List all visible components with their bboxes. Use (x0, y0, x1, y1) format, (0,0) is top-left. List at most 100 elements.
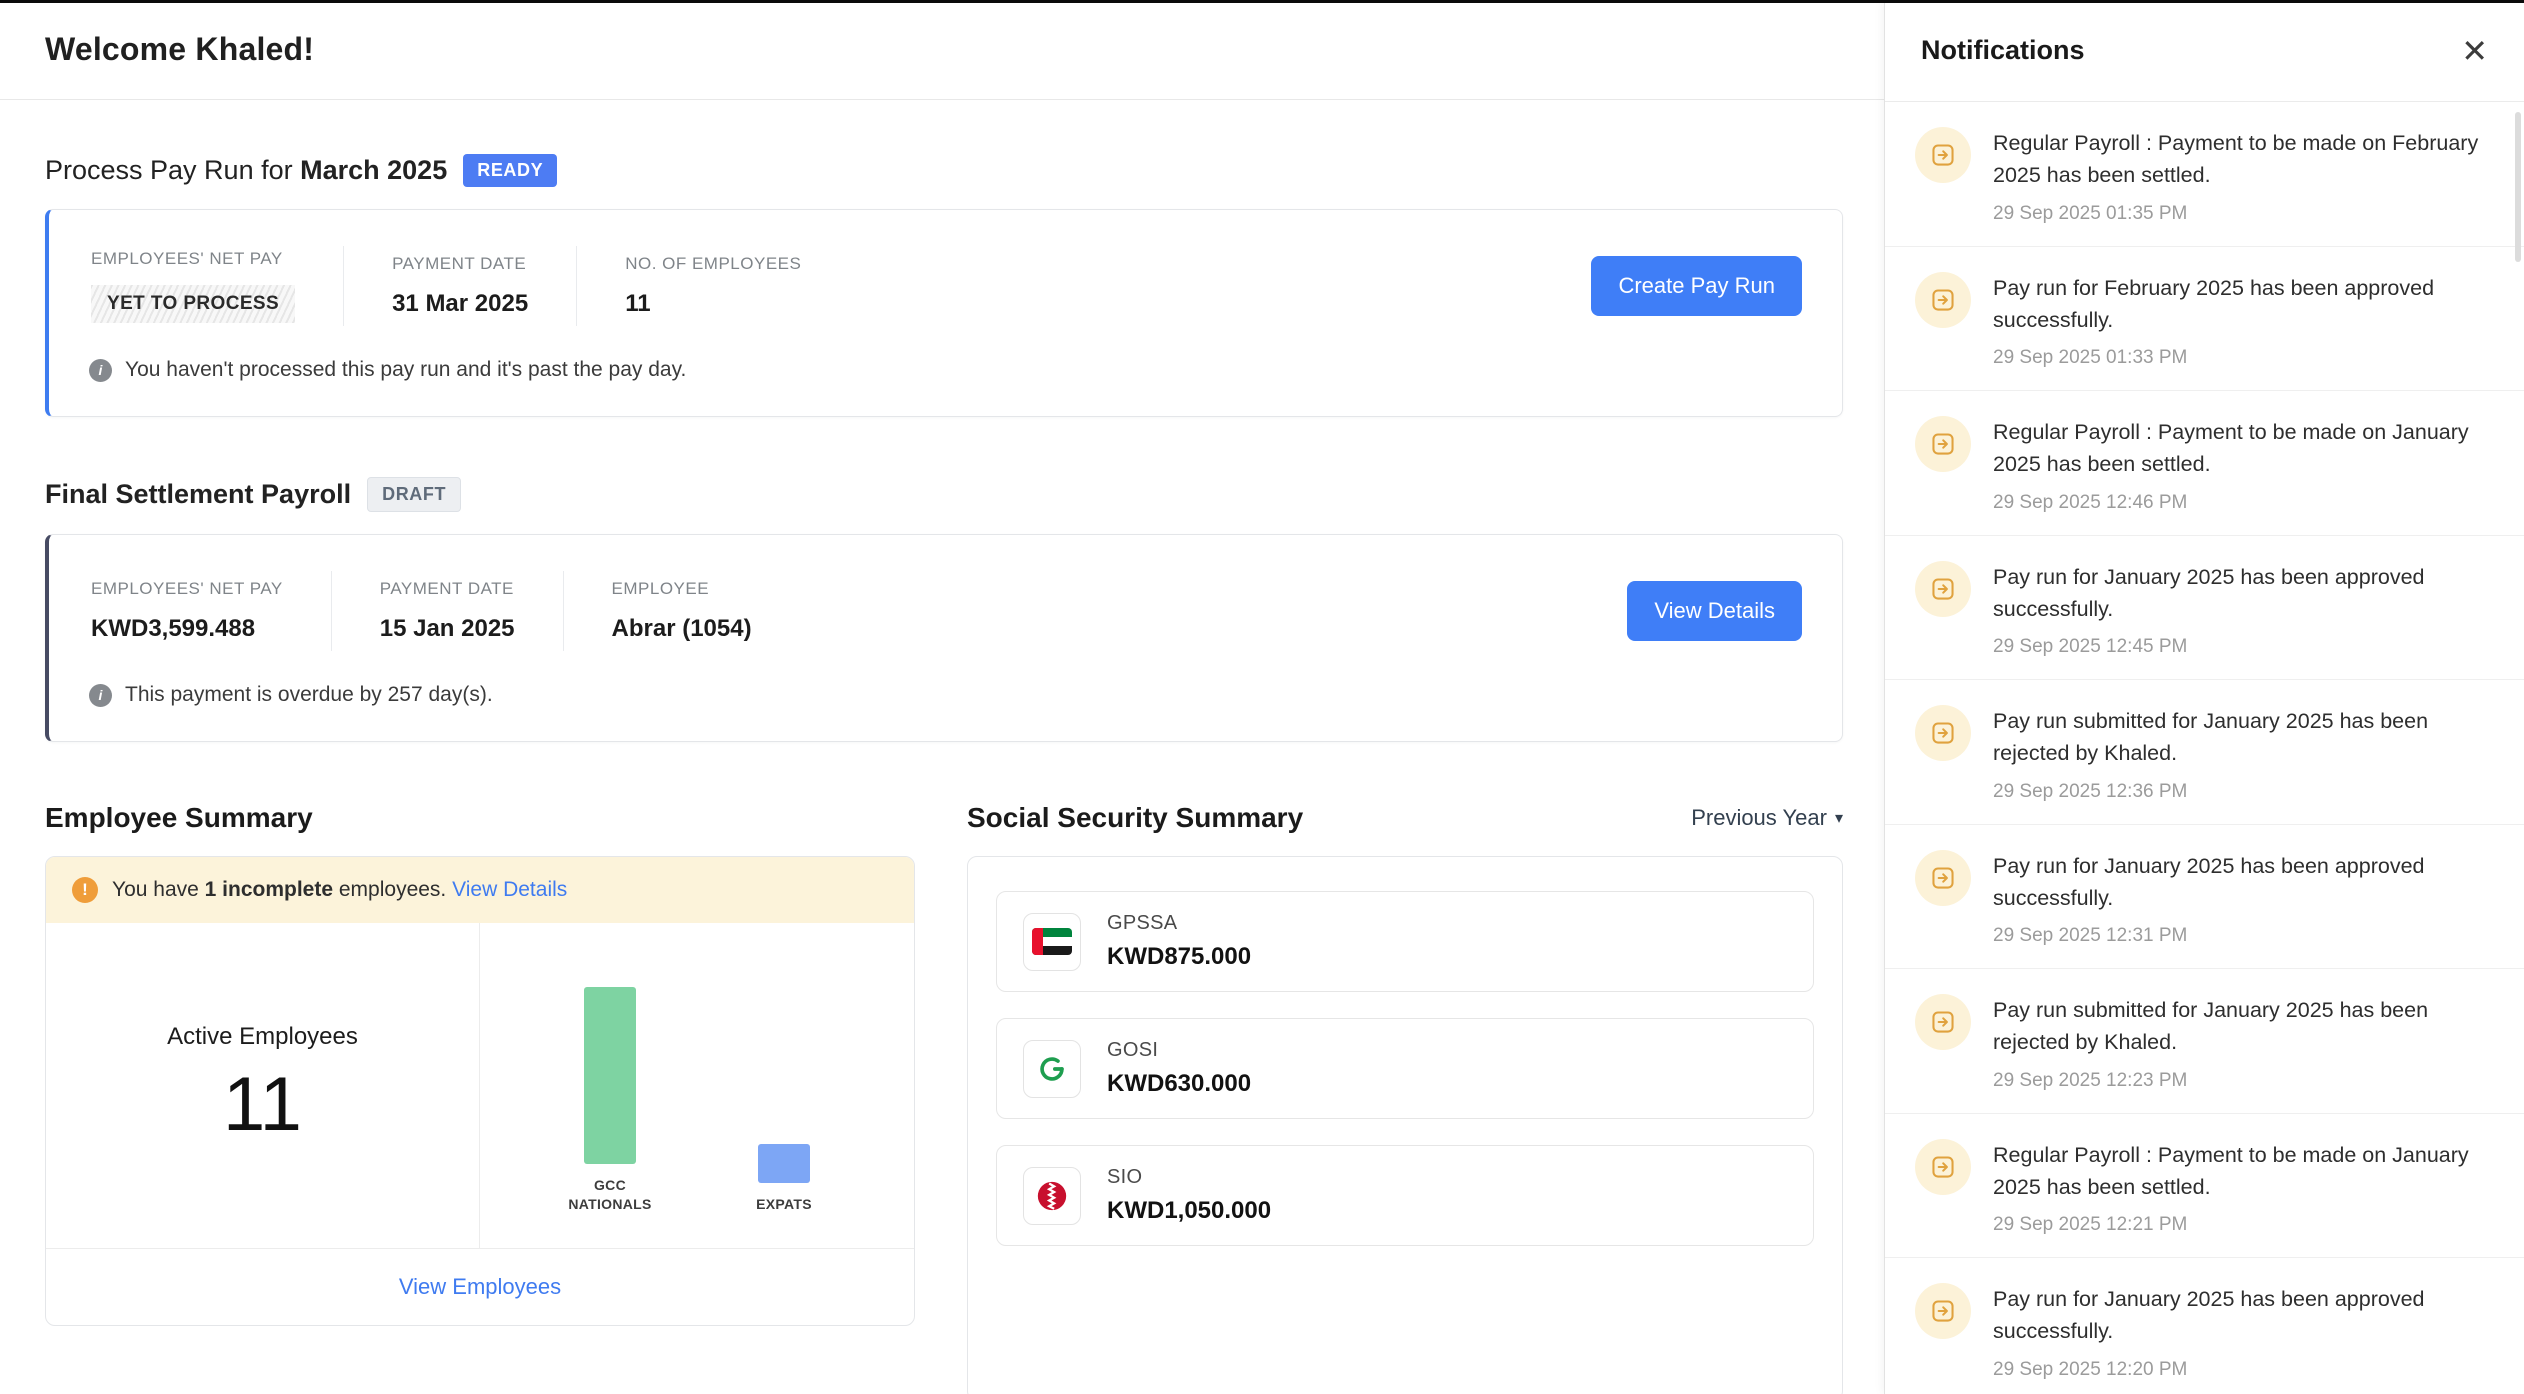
gosi-row: GOSI KWD630.000 (996, 1018, 1814, 1119)
payroll-arrow-icon (1915, 560, 1971, 617)
fs-net-pay-label: EMPLOYEES' NET PAY (91, 579, 283, 598)
social-security-section: Social Security Summary Previous Year ▾ (967, 802, 1843, 1394)
notification-item[interactable]: Pay run for January 2025 has been approv… (1885, 825, 2524, 969)
employee-summary-title: Employee Summary (45, 802, 313, 833)
fs-net-pay-field: EMPLOYEES' NET PAY KWD3,599.488 (89, 579, 331, 643)
payroll-arrow-icon (1915, 1283, 1971, 1339)
notification-time: 29 Sep 2025 12:31 PM (1993, 925, 2188, 946)
employee-summary-body: Active Employees 11 GCC NATIONALS EXPATS (46, 923, 914, 1248)
notification-text: Pay run for February 2025 has been appro… (1993, 275, 2435, 332)
final-settlement-fields: EMPLOYEES' NET PAY KWD3,599.488 PAYMENT … (89, 571, 1802, 651)
fs-employee-label: EMPLOYEE (611, 579, 710, 598)
net-pay-masked-value: YET TO PROCESS (91, 285, 296, 323)
sio-amount: KWD1,050.000 (1107, 1197, 1272, 1224)
dashboard-content: Process Pay Run for March 2025 READY EMP… (0, 154, 1884, 1394)
page-header: Welcome Khaled! (0, 0, 1884, 100)
payroll-arrow-icon (1915, 1138, 1971, 1195)
final-settlement-card: EMPLOYEES' NET PAY KWD3,599.488 PAYMENT … (45, 534, 1843, 742)
expats-bar-label: EXPATS (756, 1196, 812, 1213)
notification-item[interactable]: Pay run submitted for January 2025 has b… (1885, 680, 2524, 825)
gcc-nationals-bar-label: GCC NATIONALS (568, 1177, 652, 1213)
notifications-list: Regular Payroll : Payment to be made on … (1885, 102, 2524, 1394)
fs-payment-date-value: 15 Jan 2025 (379, 615, 515, 642)
notification-text: Pay run submitted for January 2025 has b… (1993, 998, 2429, 1055)
gpssa-amount: KWD875.000 (1107, 943, 1252, 970)
view-details-button[interactable]: View Details (1627, 581, 1802, 641)
expats-bar (758, 1144, 810, 1184)
net-pay-field: EMPLOYEES' NET PAY YET TO PROCESS (89, 249, 343, 323)
gpssa-name: GPSSA (1107, 912, 1178, 934)
close-icon[interactable]: ✕ (2461, 32, 2488, 69)
active-employees-count: 11 (223, 1062, 302, 1147)
notification-item[interactable]: Pay run for January 2025 has been approv… (1885, 536, 2524, 680)
notification-item[interactable]: Pay run submitted for January 2025 has b… (1885, 969, 2524, 1114)
notification-time: 29 Sep 2025 12:23 PM (1993, 1069, 2188, 1091)
uae-flag-icon (1023, 912, 1081, 971)
warning-icon: ! (72, 877, 98, 903)
warning-text: You have 1 incomplete employees. View De… (112, 878, 568, 901)
window-top-border (0, 0, 2524, 3)
notification-time: 29 Sep 2025 01:35 PM (1993, 202, 2188, 224)
info-icon: i (89, 358, 112, 382)
notification-text: Regular Payroll : Payment to be made on … (1993, 420, 2469, 477)
scrollbar-thumb[interactable] (2515, 112, 2521, 262)
social-security-card: GPSSA KWD875.000 GOSI (967, 856, 1843, 1394)
final-settlement-info-row: i This payment is overdue by 257 day(s). (89, 683, 1802, 707)
pay-run-info-text: You haven't processed this pay run and i… (125, 358, 687, 381)
notification-time: 29 Sep 2025 12:20 PM (1993, 1358, 2188, 1380)
notification-text: Regular Payroll : Payment to be made on … (1993, 131, 2479, 188)
final-settlement-heading: Final Settlement Payroll DRAFT (45, 477, 1843, 512)
notification-time: 29 Sep 2025 12:45 PM (1993, 636, 2188, 657)
warning-view-details-link[interactable]: View Details (452, 878, 568, 901)
employee-summary-section: Employee Summary ! You have 1 incomplete… (45, 802, 915, 1394)
notification-item[interactable]: Regular Payroll : Payment to be made on … (1885, 391, 2524, 536)
incomplete-employees-banner: ! You have 1 incomplete employees. View … (46, 857, 914, 923)
fs-payment-date-label: PAYMENT DATE (379, 579, 514, 598)
create-pay-run-button[interactable]: Create Pay Run (1591, 256, 1802, 316)
summary-row: Employee Summary ! You have 1 incomplete… (45, 802, 1843, 1394)
field-divider (330, 571, 332, 651)
num-employees-field: NO. OF EMPLOYEES 11 (577, 254, 849, 318)
pay-run-title-period: March 2025 (300, 155, 448, 185)
employee-summary-card: ! You have 1 incomplete employees. View … (45, 856, 915, 1326)
payroll-arrow-icon (1915, 994, 1971, 1050)
num-employees-value: 11 (625, 290, 651, 317)
payroll-arrow-icon (1915, 705, 1971, 761)
bar-column-gcc: GCC NATIONALS (552, 987, 668, 1214)
payroll-arrow-icon (1915, 271, 1971, 328)
gcc-nationals-bar (584, 987, 636, 1165)
payment-date-value: 31 Mar 2025 (392, 290, 529, 317)
notifications-header: Notifications ✕ (1885, 0, 2524, 102)
social-security-header: Social Security Summary Previous Year ▾ (967, 802, 1843, 834)
previous-year-dropdown[interactable]: Previous Year ▾ (1691, 805, 1843, 830)
notification-item[interactable]: Regular Payroll : Payment to be made on … (1885, 102, 2524, 247)
notification-item[interactable]: Regular Payroll : Payment to be made on … (1885, 1114, 2524, 1258)
payment-date-label: PAYMENT DATE (392, 254, 527, 273)
notifications-title: Notifications (1921, 35, 2085, 65)
active-employees-label: Active Employees (167, 1023, 358, 1050)
notification-item[interactable]: Pay run for February 2025 has been appro… (1885, 247, 2524, 391)
sio-row: SIO KWD1,050.000 (996, 1145, 1814, 1246)
ready-status-badge: READY (463, 154, 558, 187)
field-divider (343, 246, 345, 326)
gpssa-row: GPSSA KWD875.000 (996, 891, 1814, 992)
chevron-down-icon: ▾ (1834, 810, 1843, 827)
notification-text: Regular Payroll : Payment to be made on … (1993, 1142, 2469, 1199)
fs-payment-date-field: PAYMENT DATE 15 Jan 2025 (332, 579, 563, 643)
notification-item[interactable]: Pay run for January 2025 has been approv… (1885, 1258, 2524, 1394)
notification-time: 29 Sep 2025 01:33 PM (1993, 347, 2188, 368)
sio-icon (1023, 1166, 1081, 1225)
payroll-arrow-icon (1915, 416, 1971, 472)
pay-run-card: EMPLOYEES' NET PAY YET TO PROCESS PAYMEN… (45, 209, 1843, 417)
bar-column-expats: EXPATS (726, 1144, 842, 1214)
employee-bar-chart: GCC NATIONALS EXPATS (480, 923, 914, 1248)
notification-time: 29 Sep 2025 12:36 PM (1993, 780, 2188, 802)
pay-run-title: Process Pay Run for March 2025 (45, 155, 447, 186)
final-settlement-info-text: This payment is overdue by 257 day(s). (125, 683, 493, 706)
notification-time: 29 Sep 2025 12:46 PM (1993, 491, 2188, 513)
pay-run-info-row: i You haven't processed this pay run and… (89, 358, 1802, 382)
draft-status-badge: DRAFT (367, 477, 462, 512)
pay-run-fields: EMPLOYEES' NET PAY YET TO PROCESS PAYMEN… (89, 246, 1802, 326)
gosi-name: GOSI (1107, 1039, 1159, 1061)
view-employees-link[interactable]: View Employees (398, 1274, 562, 1299)
